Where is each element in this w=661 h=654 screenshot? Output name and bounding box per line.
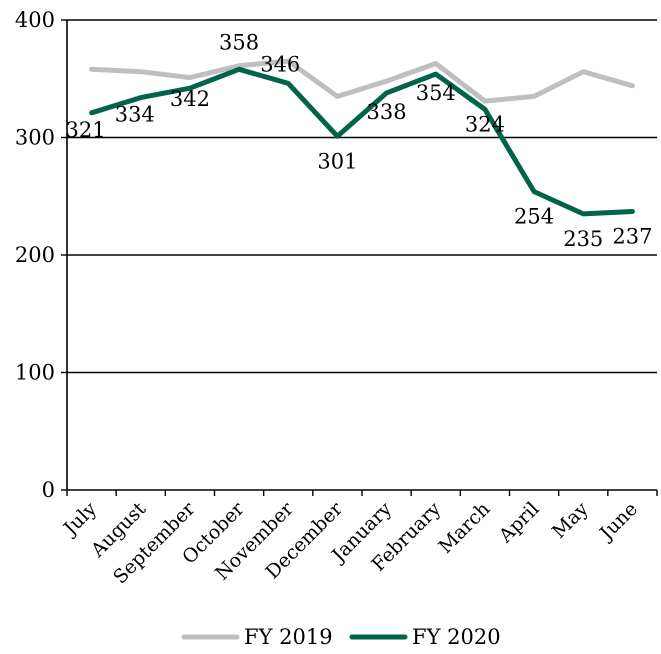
legend-label-1: FY 2019: [244, 625, 333, 649]
data-label: 237: [612, 225, 652, 249]
series-lines: [89, 58, 635, 217]
x-tick-label: March: [435, 498, 495, 558]
y-axis-ticks: 0 100 200 300 400: [15, 8, 67, 502]
y-tick-label: 100: [15, 361, 55, 385]
data-label: 235: [563, 227, 603, 251]
data-label: 338: [367, 100, 407, 124]
data-label: 321: [66, 118, 106, 142]
data-label: 354: [416, 81, 456, 105]
y-tick-label: 300: [15, 126, 55, 150]
data-label: 334: [115, 103, 155, 127]
data-label: 301: [317, 149, 357, 173]
data-label: 324: [465, 112, 505, 136]
x-tick-label: April: [494, 498, 544, 548]
y-tick-label: 200: [15, 243, 55, 267]
data-label: 346: [260, 52, 300, 76]
y-tick-label: 0: [42, 478, 55, 502]
legend-label-2: FY 2020: [412, 625, 501, 649]
x-tick-label: July: [58, 498, 101, 541]
y-tick-label: 400: [15, 8, 55, 32]
data-label: 342: [170, 87, 210, 111]
data-label: 254: [514, 205, 554, 229]
series-line-1: [89, 58, 635, 104]
x-tick-label: May: [548, 498, 593, 543]
x-tick-label: June: [594, 498, 642, 546]
x-axis-ticks: JulyAugustSeptemberOctoberNovemberDecemb…: [58, 490, 658, 588]
series-line-2: [89, 66, 635, 217]
data-label: 358: [219, 30, 259, 54]
gridlines: [67, 19, 657, 374]
legend: FY 2019 FY 2020: [181, 625, 501, 649]
